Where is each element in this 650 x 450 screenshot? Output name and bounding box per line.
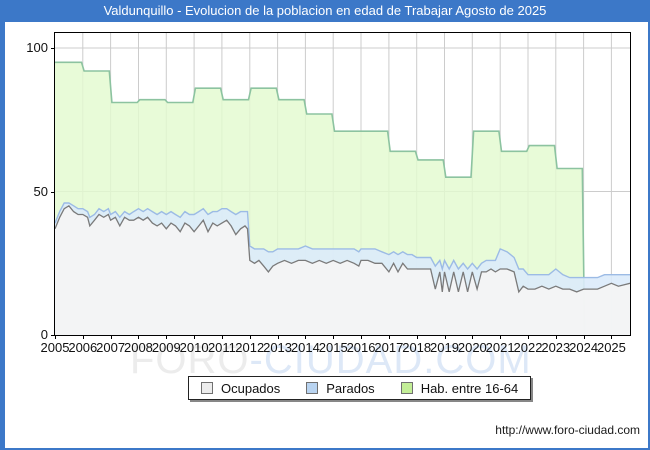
- x-tick-mark: [361, 335, 363, 339]
- legend-label: Parados: [326, 380, 375, 396]
- x-tick-mark: [55, 335, 56, 339]
- x-tick-mark: [277, 335, 279, 339]
- x-tick-label: 2025: [596, 340, 626, 355]
- x-tick-mark: [444, 335, 446, 339]
- x-tick-mark: [500, 335, 502, 339]
- chart-title: Valdunquillo - Evolucion de la poblacion…: [5, 0, 648, 22]
- x-tick-mark: [166, 335, 168, 339]
- x-tick-label: 2020: [457, 340, 487, 355]
- x-tick-label: 2008: [123, 340, 153, 355]
- x-tick-label: 2010: [179, 340, 209, 355]
- x-tick-mark: [472, 335, 474, 339]
- y-tick-label: 0: [40, 327, 48, 342]
- y-tick-mark: [51, 192, 55, 193]
- footer-url[interactable]: http://www.foro-ciudad.com: [495, 423, 640, 437]
- x-tick-label: 2009: [151, 340, 181, 355]
- x-tick-mark: [583, 335, 585, 339]
- x-tick-mark: [333, 335, 335, 339]
- plot-area: [54, 32, 631, 336]
- watermark-part2: -CIUDAD.COM: [249, 338, 532, 382]
- x-tick-mark: [249, 335, 251, 339]
- x-tick-label: 2007: [96, 340, 126, 355]
- x-tick-label: 2006: [68, 340, 98, 355]
- x-tick-label: 2011: [207, 340, 236, 355]
- x-tick-label: 2005: [40, 340, 70, 355]
- y-tick-mark: [51, 335, 55, 336]
- y-tick-mark: [51, 48, 55, 49]
- x-tick-label: 2023: [541, 340, 571, 355]
- x-tick-label: 2016: [346, 340, 376, 355]
- x-tick-mark: [555, 335, 557, 339]
- x-tick-label: 2018: [402, 340, 432, 355]
- x-tick-label: 2017: [374, 340, 404, 355]
- x-tick-label: 2019: [430, 340, 459, 355]
- x-tick-mark: [388, 335, 390, 339]
- legend-item: Hab. entre 16-64: [400, 380, 519, 396]
- x-tick-mark: [138, 335, 140, 339]
- x-tick-label: 2021: [485, 340, 515, 355]
- chart-canvas: [55, 33, 630, 335]
- hab-16-64-swatch-icon: [400, 382, 413, 394]
- x-tick-mark: [194, 335, 196, 339]
- legend-item: Ocupados: [201, 381, 280, 396]
- legend: Ocupados Parados Hab. entre 16-64: [188, 376, 532, 400]
- x-tick-mark: [305, 335, 307, 339]
- x-tick-label: 2012: [235, 340, 265, 355]
- x-tick-mark: [611, 335, 613, 339]
- x-tick-label: 2022: [513, 340, 543, 355]
- watermark-part1: FORO: [130, 338, 250, 382]
- legend-label: Ocupados: [221, 380, 281, 396]
- legend-item: Parados: [306, 380, 375, 396]
- x-tick-mark: [416, 335, 418, 339]
- x-tick-mark: [527, 335, 529, 339]
- y-tick-label: 50: [33, 183, 48, 199]
- y-tick-label: 100: [26, 40, 48, 55]
- parados-swatch-icon: [306, 382, 319, 394]
- x-tick-label: 2024: [569, 340, 599, 355]
- x-tick-label: 2013: [263, 340, 293, 355]
- watermark: FORO-CIUDAD.COM: [130, 338, 532, 383]
- ocupados-swatch-icon: [201, 382, 213, 394]
- x-tick-label: 2014: [290, 340, 320, 355]
- x-tick-mark: [110, 335, 112, 339]
- x-tick-mark: [221, 335, 223, 339]
- legend-label: Hab. entre 16-64: [420, 380, 519, 396]
- x-tick-label: 2015: [318, 340, 348, 355]
- x-tick-mark: [82, 335, 84, 339]
